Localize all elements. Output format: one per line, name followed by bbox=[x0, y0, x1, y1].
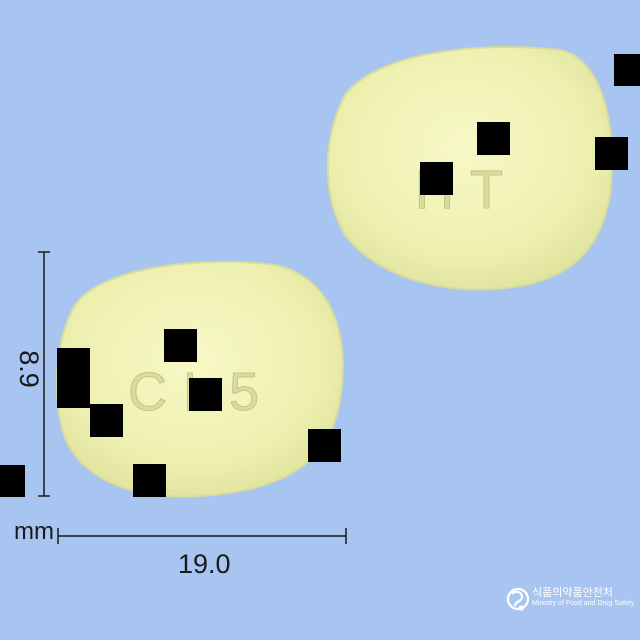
width-measurement: 19.0 bbox=[178, 549, 231, 579]
ministry-name-korean: 식품의약품안전처 bbox=[532, 587, 613, 599]
ministry-emblem-icon bbox=[506, 587, 530, 611]
redaction-box bbox=[189, 378, 222, 411]
redaction-box bbox=[595, 137, 628, 170]
pill-back: HT bbox=[326, 46, 613, 291]
redaction-box bbox=[57, 348, 90, 408]
redaction-box bbox=[133, 464, 166, 497]
width-dimension-line bbox=[57, 528, 347, 544]
redaction-box bbox=[308, 429, 341, 462]
ministry-logo: 식품의약품안전처 Ministry of Food and Drug Safet… bbox=[506, 584, 634, 624]
height-dimension-line bbox=[38, 251, 50, 497]
redaction-box bbox=[164, 329, 197, 362]
height-measurement: 8.9 bbox=[14, 350, 44, 388]
redaction-box bbox=[90, 404, 123, 437]
redaction-box bbox=[420, 162, 453, 195]
redaction-box bbox=[0, 465, 25, 497]
unit-label: mm bbox=[14, 518, 54, 545]
ministry-name-english: Ministry of Food and Drug Safety bbox=[532, 600, 635, 607]
redaction-box bbox=[614, 54, 640, 86]
redaction-box bbox=[477, 122, 510, 155]
